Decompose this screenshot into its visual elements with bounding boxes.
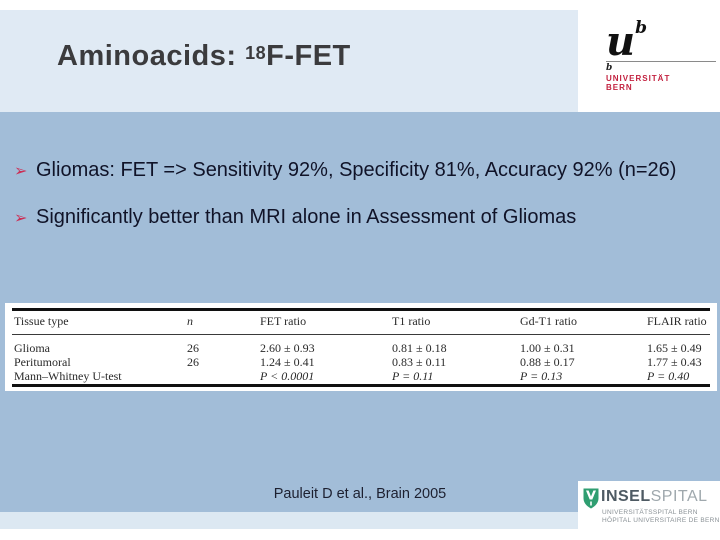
column-header-flair-ratio: FLAIR ratio (645, 309, 710, 335)
cell: Glioma (14, 341, 50, 355)
cell: 26 (187, 341, 199, 355)
cell: P < 0.0001 (260, 370, 315, 383)
cell: 1.77 ± 0.43 (647, 356, 702, 369)
results-table-panel: Tissue type n FET ratio T1 ratio Gd-T1 r… (5, 303, 717, 391)
inselspital-subtitle-de: UNIVERSITÄTSSPITAL BERN (602, 509, 698, 516)
cell: P = 0.13 (520, 370, 563, 383)
cell: 1.00 ± 0.31 (520, 341, 575, 355)
unibe-mark-b: b (635, 18, 647, 38)
unibe-text-universitaet: UNIVERSITÄT (606, 74, 671, 83)
cell: 2.60 ± 0.93 (260, 341, 315, 355)
cell: P = 0.40 (647, 370, 690, 383)
slide-body: ➢ Gliomas: FET => Sensitivity 92%, Speci… (0, 112, 720, 512)
inselspital-name-bold: INSEL (601, 488, 651, 505)
cell: P = 0.11 (392, 370, 434, 383)
cell (185, 370, 258, 386)
column-header-n: n (185, 309, 258, 335)
bullet-item-mri: ➢ Significantly better than MRI alone in… (14, 196, 704, 239)
citation-text: Pauleit D et al., Brain 2005 (273, 486, 447, 502)
cell: 1.24 ± 0.41 (260, 356, 315, 369)
unibe-mark-u: u (606, 18, 636, 65)
table-row-mann-whitney: Mann–Whitney U-test P < 0.0001 P = 0.11 … (12, 370, 710, 386)
results-table: Tissue type n FET ratio T1 ratio Gd-T1 r… (12, 308, 710, 387)
page-title-superscript: 18 (245, 43, 267, 63)
inselspital-name-light: SPITAL (650, 488, 708, 505)
inselspital-subtitle-fr: HÔPITAL UNIVERSITAIRE DE BERNE (602, 517, 720, 524)
table-row-glioma: Glioma 26 2.60 ± 0.93 0.81 ± 0.18 1.00 ±… (12, 335, 710, 357)
header-bar (0, 10, 578, 112)
table-row-peritumoral: Peritumoral 26 1.24 ± 0.41 0.83 ± 0.11 0… (12, 356, 710, 370)
column-header-tissue-type: Tissue type (12, 309, 185, 335)
university-bern-logo: ub b UNIVERSITÄT BERN (578, 0, 720, 112)
arrow-bullet-icon: ➢ (14, 161, 28, 180)
bullet-item-gliomas: ➢ Gliomas: FET => Sensitivity 92%, Speci… (14, 149, 704, 192)
inselspital-shield-icon (583, 488, 599, 509)
unibe-small-b: b (606, 63, 613, 73)
bottom-accent-strip (0, 512, 720, 529)
unibe-wordmark-icon: ub (606, 8, 647, 62)
page-title: Aminoacids: 18F-FET (57, 40, 351, 73)
arrow-bullet-icon: ➢ (14, 208, 28, 227)
cell: 1.65 ± 0.49 (647, 341, 702, 355)
cell: Mann–Whitney U-test (14, 370, 122, 383)
unibe-divider-line (606, 61, 716, 62)
column-header-fet-ratio: FET ratio (258, 309, 390, 335)
cell: 0.83 ± 0.11 (392, 356, 447, 369)
column-header-t1-ratio: T1 ratio (390, 309, 518, 335)
page-title-suffix: F-FET (266, 40, 351, 72)
page-title-prefix: Aminoacids: (57, 40, 246, 72)
cell: 0.81 ± 0.18 (392, 341, 447, 355)
bullet-text: Significantly better than MRI alone in A… (36, 206, 577, 228)
inselspital-wordmark: INSELSPITAL (601, 488, 708, 506)
inselspital-logo: INSELSPITAL UNIVERSITÄTSSPITAL BERN HÔPI… (578, 481, 720, 540)
table-header-row: Tissue type n FET ratio T1 ratio Gd-T1 r… (12, 309, 710, 335)
column-header-gd-t1-ratio: Gd-T1 ratio (518, 309, 645, 335)
cell: 0.88 ± 0.17 (520, 356, 575, 369)
cell: Peritumoral (14, 356, 71, 369)
bullet-text: Gliomas: FET => Sensitivity 92%, Specifi… (36, 159, 677, 181)
unibe-text-bern: BERN (606, 83, 633, 92)
cell: 26 (187, 356, 199, 369)
bullet-list: ➢ Gliomas: FET => Sensitivity 92%, Speci… (14, 149, 704, 243)
